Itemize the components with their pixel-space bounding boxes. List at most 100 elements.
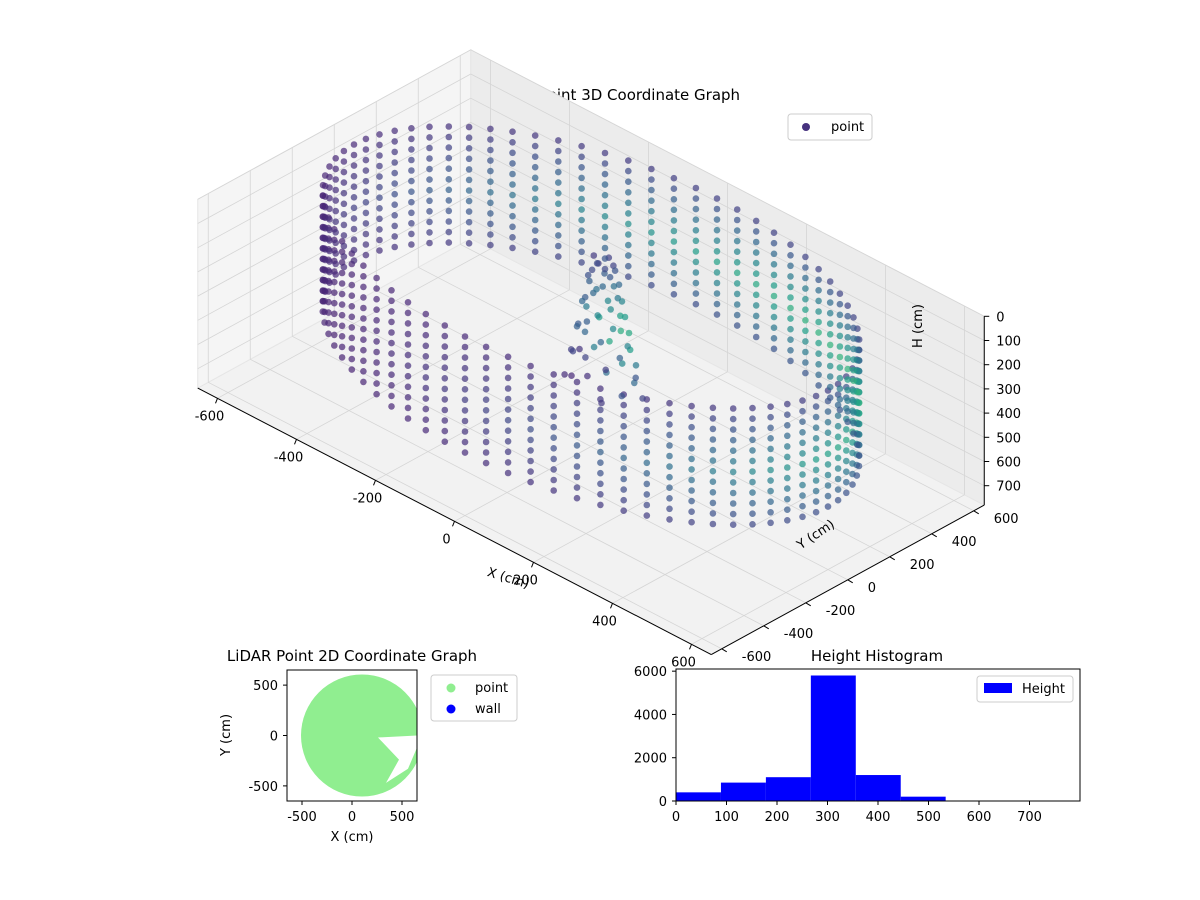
point-3d — [799, 429, 806, 436]
point-3d — [504, 385, 512, 392]
point-3d — [767, 424, 774, 432]
point-3d — [824, 408, 832, 415]
point-3d — [408, 125, 415, 132]
point-3d — [581, 328, 589, 336]
point-3d — [767, 519, 774, 527]
point-3d — [784, 495, 791, 503]
point-3d — [752, 228, 760, 235]
point-3d — [332, 165, 340, 173]
point-3d — [509, 170, 516, 178]
point-3d — [326, 216, 333, 223]
point-3d — [606, 338, 613, 345]
point-3d — [482, 375, 490, 382]
point-3d — [404, 330, 412, 338]
point-3d — [376, 194, 383, 201]
point-3d — [729, 405, 737, 412]
point-3d — [348, 313, 356, 321]
point-3d — [752, 259, 760, 267]
point-3d — [550, 476, 557, 484]
tick-y-3d — [931, 533, 938, 538]
point-3d — [733, 237, 741, 245]
point-3d — [836, 353, 844, 361]
chart-2d-ticks: -500 0 500 500 0 -500 — [248, 679, 414, 825]
point-3d — [815, 361, 822, 368]
point-3d — [408, 177, 415, 185]
point-3d — [321, 319, 328, 326]
point-3d — [445, 133, 453, 141]
point-3d — [350, 194, 358, 201]
chart-2d-legend-label-point: point — [475, 681, 508, 696]
point-3d — [348, 303, 356, 310]
point-3d — [844, 323, 851, 331]
grid-z-left — [197, 97, 471, 249]
point-3d — [482, 354, 490, 361]
point-3d — [441, 417, 449, 424]
point-3d — [670, 174, 678, 182]
point-3d — [802, 285, 809, 292]
tick-label-z-3d: 700 — [996, 480, 1021, 495]
point-3d — [338, 301, 346, 308]
point-3d — [573, 389, 581, 396]
point-3d — [749, 478, 756, 486]
tick-label-y-hist: 4000 — [634, 708, 667, 723]
point-3d — [749, 510, 756, 517]
tick-label-y-2d: 0 — [270, 730, 278, 745]
point-3d — [422, 374, 430, 381]
point-3d — [799, 513, 806, 521]
point-3d — [631, 379, 638, 387]
point-3d — [836, 332, 844, 340]
point-3d — [584, 271, 592, 279]
point-3d — [461, 386, 469, 393]
point-3d — [487, 146, 494, 154]
point-3d — [404, 351, 412, 359]
point-3d — [770, 282, 778, 289]
tick-label-y-hist: 6000 — [634, 665, 667, 680]
point-3d — [784, 506, 791, 513]
point-3d — [509, 149, 516, 157]
point-3d — [853, 472, 861, 479]
point-3d — [332, 239, 340, 247]
point-3d — [509, 160, 516, 167]
point-3d — [620, 444, 627, 451]
point-3d — [588, 266, 596, 274]
point-3d — [426, 186, 433, 194]
point-3d — [844, 365, 851, 373]
point-3d — [583, 303, 590, 310]
point-3d — [787, 347, 794, 354]
point-3d — [688, 455, 695, 463]
point-3d — [362, 188, 370, 195]
point-3d — [326, 205, 333, 213]
chart-2d-legend: point wall — [430, 674, 518, 722]
point-3d — [749, 425, 756, 433]
point-3d — [749, 415, 756, 423]
point-3d — [555, 147, 562, 155]
grid-z-back — [470, 73, 985, 341]
point-3d — [670, 185, 678, 192]
point-3d — [482, 459, 490, 467]
point-3d — [850, 314, 857, 321]
tick-y-3d — [889, 556, 896, 561]
point-3d — [666, 431, 673, 439]
point-3d — [834, 486, 842, 493]
point-3d — [826, 309, 834, 317]
point-3d — [802, 264, 809, 271]
tick-label-z-3d: 500 — [996, 431, 1021, 446]
point-3d — [326, 279, 333, 287]
point-3d — [688, 518, 695, 526]
point-3d — [597, 469, 604, 477]
point-3d — [770, 324, 778, 332]
point-3d — [826, 331, 834, 338]
point-3d — [713, 237, 721, 244]
point-3d — [752, 217, 760, 225]
histogram-bar — [900, 796, 946, 801]
point-3d — [578, 174, 585, 182]
point-3d — [391, 233, 399, 240]
point-3d — [617, 327, 625, 335]
chart-3d-points — [319, 123, 863, 528]
point-3d — [812, 456, 820, 463]
tick-x-3d — [610, 603, 613, 609]
point-3d — [815, 382, 822, 389]
point-3d — [824, 418, 832, 426]
point-3d — [749, 404, 756, 412]
point-3d — [618, 298, 626, 305]
